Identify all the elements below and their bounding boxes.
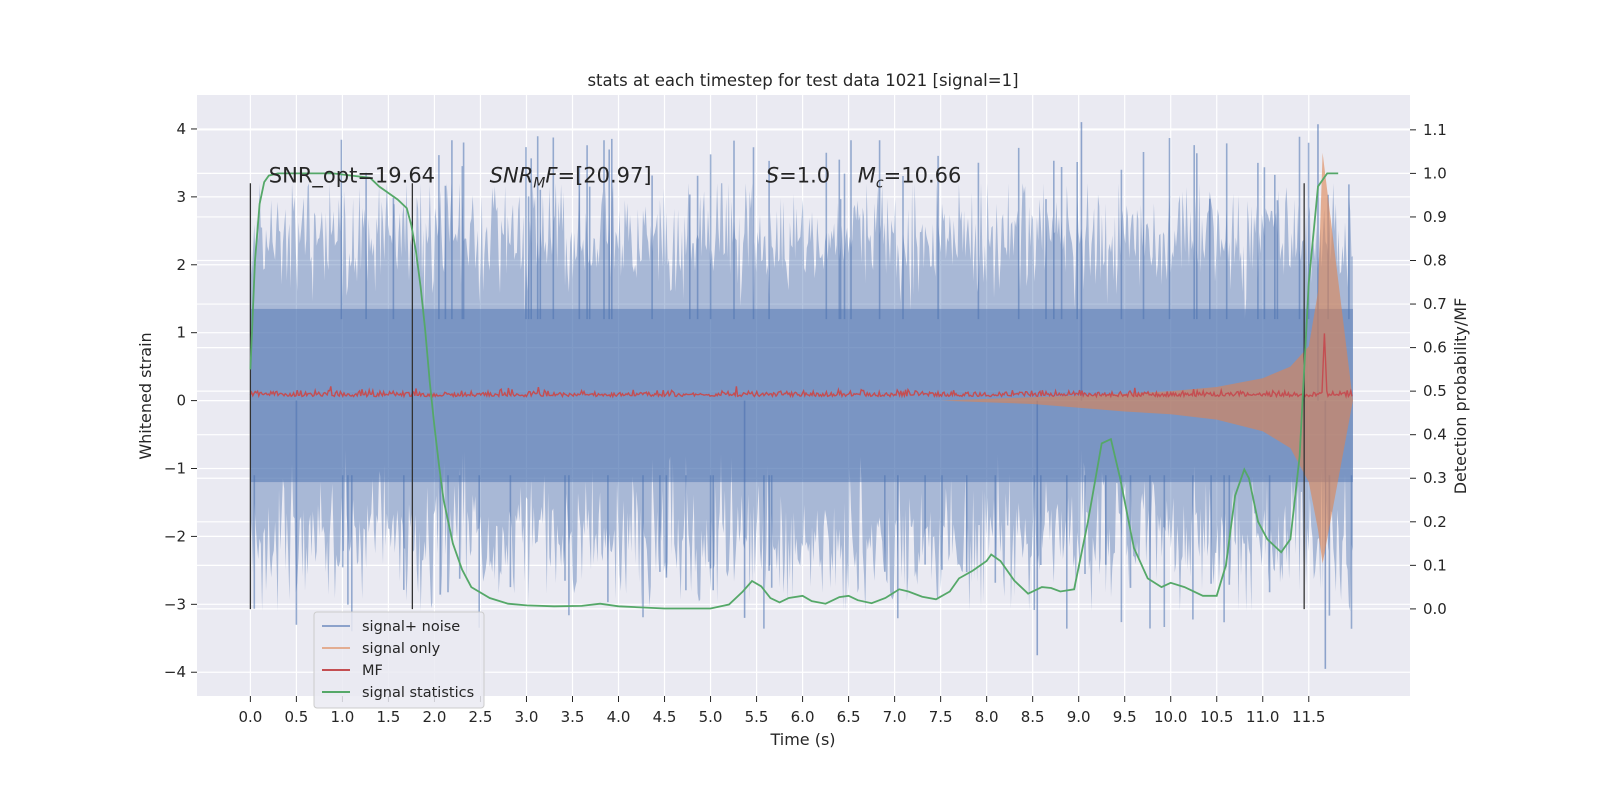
y-right-tick-label: 0.8 xyxy=(1423,251,1447,269)
x-tick-label: 10.0 xyxy=(1154,708,1187,726)
x-tick-label: 9.5 xyxy=(1113,708,1137,726)
legend: signal+ noise signal only MF signal statist… xyxy=(313,611,485,709)
x-tick-label: 3.5 xyxy=(561,708,585,726)
y-right-tick-label: 0.6 xyxy=(1423,339,1447,357)
legend-label: signal statistics xyxy=(362,685,474,701)
legend-label: MF xyxy=(362,663,383,679)
signal-noise-spikes xyxy=(253,136,1353,632)
signal-noise-lower-fill xyxy=(250,400,1353,612)
y-right-tick-label: 0.4 xyxy=(1423,426,1447,444)
y-left-axis-label: Whitened strain xyxy=(136,332,155,459)
x-axis-label: Time (s) xyxy=(769,730,835,749)
y-left-tick-label: −3 xyxy=(164,595,186,613)
vertical-markers xyxy=(249,183,1305,610)
y-left-tick-label: 3 xyxy=(176,188,186,206)
x-tick-label: 7.0 xyxy=(883,708,907,726)
legend-box xyxy=(313,611,485,709)
x-tick-label: 4.0 xyxy=(607,708,631,726)
x-tick-label: 2.0 xyxy=(423,708,447,726)
x-tick-label: 4.5 xyxy=(653,708,677,726)
legend-label: signal only xyxy=(362,641,441,657)
x-tick-label: 8.5 xyxy=(1021,708,1045,726)
y-left-tick-label: −2 xyxy=(164,527,186,545)
signal-statistics-line xyxy=(249,172,1339,610)
annotations: SNR_opt=19.64 SNRMF=[20.97] S=1.0 Mc=10.66 xyxy=(269,163,962,191)
x-tick-label: 11.5 xyxy=(1292,708,1325,726)
y-left-tick-label: 1 xyxy=(176,324,186,342)
y-left-axis-ticks: −4 −3 −2 −1 0 1 2 3 4 xyxy=(164,120,197,681)
x-tick-label: 1.0 xyxy=(330,708,354,726)
annotation-text: S=1.0 xyxy=(766,163,830,187)
x-tick-label: 1.5 xyxy=(376,708,400,726)
y-right-tick-label: 1.0 xyxy=(1423,164,1447,182)
y-right-tick-label: 0.1 xyxy=(1423,556,1447,574)
y-right-tick-label: 0.3 xyxy=(1423,469,1447,487)
y-right-tick-label: 0.9 xyxy=(1423,208,1447,226)
y-left-tick-label: −4 xyxy=(164,663,186,681)
mf-line xyxy=(249,333,1353,399)
y-right-axis-ticks: 0.0 0.1 0.2 0.3 0.4 0.5 0.6 0.7 0.8 0.9 1.0 1.1 xyxy=(1410,121,1447,618)
y-right-tick-label: 0.2 xyxy=(1423,513,1447,531)
y-left-tick-label: 0 xyxy=(176,392,186,410)
mf-series xyxy=(249,333,1353,399)
x-axis-ticks: 0.0 0.5 1.0 1.5 2.0 2.5 3.0 3.5 4.0 4.5 5.0 5.5 6.0 6… xyxy=(238,696,1325,726)
y-right-axis-label: Detection probability/MF xyxy=(1451,298,1470,495)
y-left-tick-label: −1 xyxy=(164,460,186,478)
x-tick-label: 5.0 xyxy=(699,708,723,726)
y-left-tick-label: 4 xyxy=(176,120,186,138)
y-right-tick-label: 0.0 xyxy=(1423,600,1447,618)
x-tick-label: 0.0 xyxy=(238,708,262,726)
x-tick-label: 0.5 xyxy=(284,708,308,726)
x-tick-label: 2.5 xyxy=(469,708,493,726)
y-right-tick-label: 0.5 xyxy=(1423,382,1447,400)
x-tick-label: 9.0 xyxy=(1067,708,1091,726)
annotation-text: SNRMF=[20.97] xyxy=(490,163,652,191)
x-tick-label: 11.0 xyxy=(1246,708,1279,726)
chart-title: stats at each timestep for test data 102… xyxy=(587,71,1018,90)
y-left-tick-label: 2 xyxy=(176,256,186,274)
y-right-tick-label: 1.1 xyxy=(1423,121,1447,139)
x-tick-label: 3.0 xyxy=(515,708,539,726)
legend-label: signal+ noise xyxy=(362,619,460,635)
annotation-text: SNR_opt=19.64 xyxy=(269,163,435,188)
x-tick-label: 6.5 xyxy=(837,708,861,726)
signal-statistics-series xyxy=(249,172,1339,610)
y-right-tick-label: 0.7 xyxy=(1423,295,1447,313)
x-tick-label: 7.5 xyxy=(929,708,953,726)
annotation-text: Mc=10.66 xyxy=(858,163,962,191)
x-tick-label: 8.0 xyxy=(975,708,999,726)
x-tick-label: 10.5 xyxy=(1200,708,1233,726)
x-tick-label: 5.5 xyxy=(745,708,769,726)
x-tick-label: 6.0 xyxy=(791,708,815,726)
